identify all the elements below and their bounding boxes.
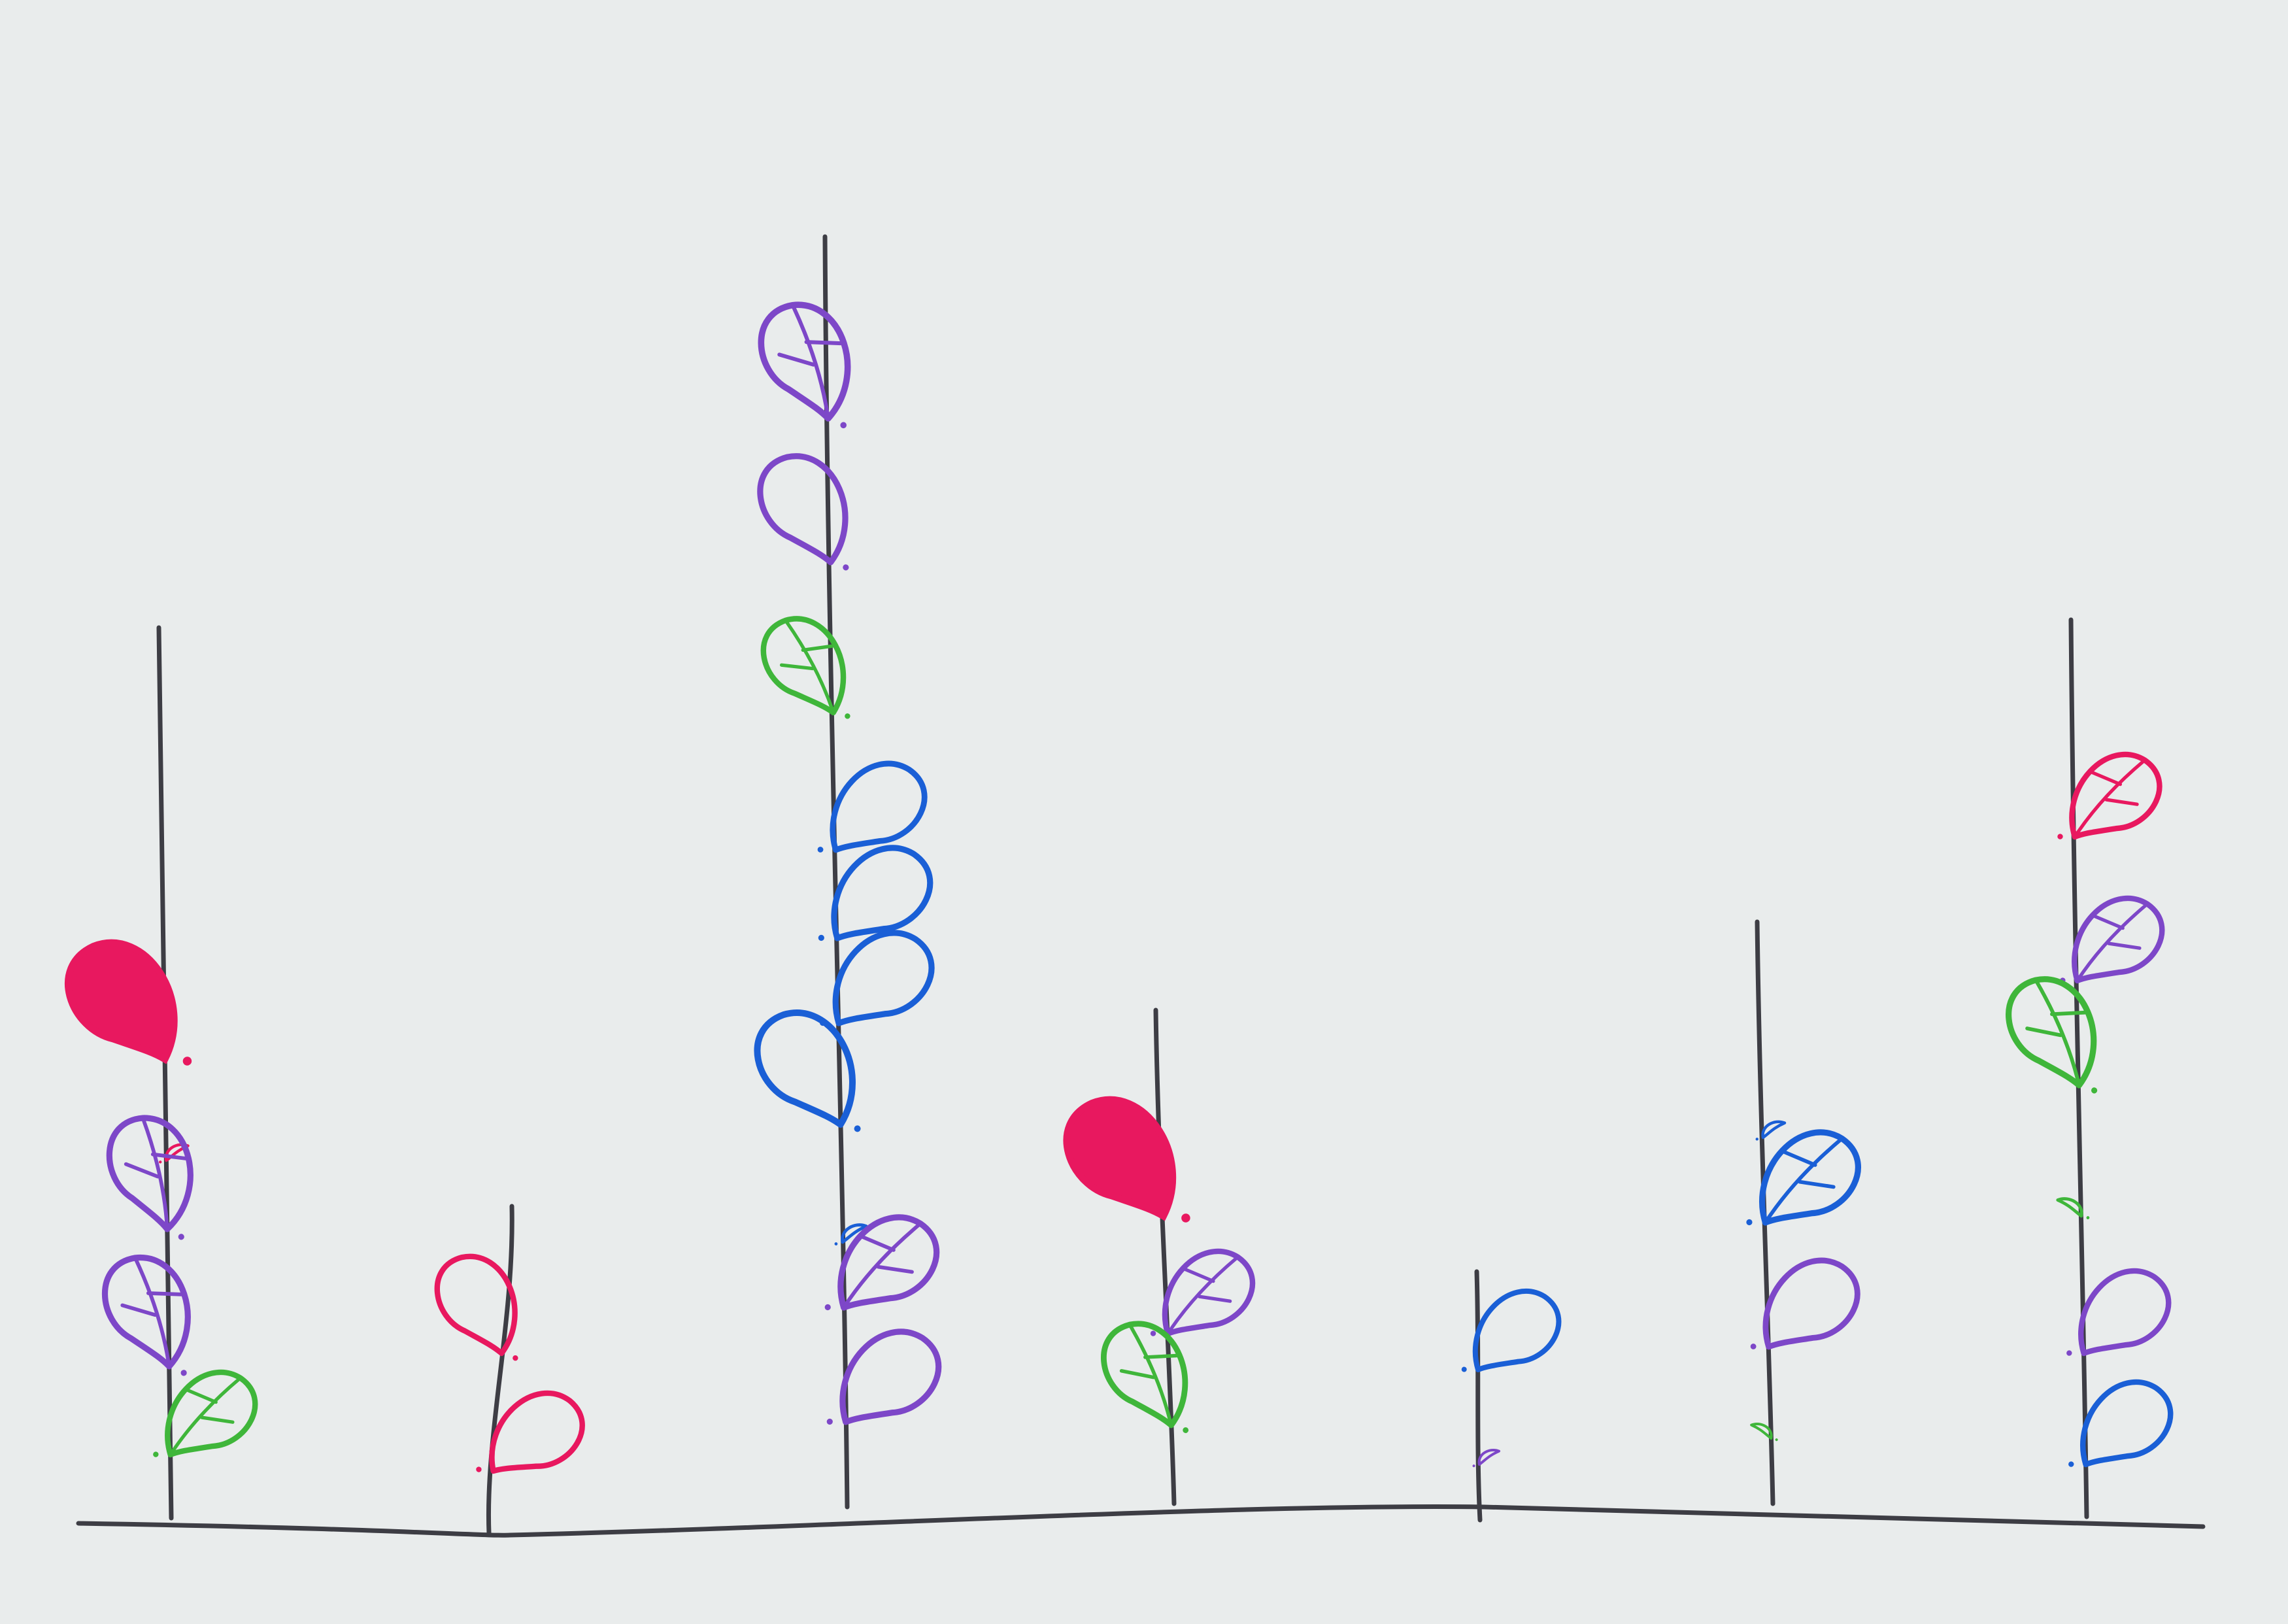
plants-layer bbox=[65, 234, 2174, 1536]
leaf-blue-outline bbox=[1461, 1289, 1562, 1372]
leaf-blue-outline bbox=[817, 760, 928, 853]
leaf-blue-small bbox=[1755, 1120, 1787, 1141]
plant-2 bbox=[434, 1204, 585, 1536]
leaf-purple-outline bbox=[1750, 1257, 1860, 1350]
leaf-purple-veined bbox=[106, 1115, 193, 1240]
leaf-blue-outline bbox=[754, 1009, 861, 1132]
leaf-green-veined bbox=[153, 1369, 258, 1458]
leaf-purple-veined bbox=[824, 1214, 940, 1311]
leaf-purple-outline bbox=[2066, 1268, 2172, 1357]
leaf-magenta-veined bbox=[2057, 751, 2162, 840]
leaf-magenta-filled bbox=[65, 939, 192, 1066]
plant-6 bbox=[1746, 919, 1861, 1506]
leaf-blue-veined bbox=[1746, 1129, 1861, 1226]
plant-7 bbox=[2006, 617, 2174, 1519]
leaf-purple-veined bbox=[758, 301, 851, 429]
leaf-purple-veined bbox=[1150, 1248, 1255, 1337]
leaf-green-veined bbox=[1101, 1321, 1189, 1433]
leaf-purple-veined bbox=[102, 1255, 191, 1376]
leaf-blue-small bbox=[834, 1223, 868, 1245]
ground-line bbox=[76, 1504, 2206, 1538]
plant-5 bbox=[1461, 1269, 1562, 1523]
leaf-green-small bbox=[2056, 1197, 2090, 1219]
leaf-green-veined bbox=[2006, 976, 2098, 1094]
leaf-magenta-outline bbox=[476, 1390, 585, 1474]
leaf-magenta-outline bbox=[434, 1253, 518, 1361]
leaf-purple-veined bbox=[2060, 895, 2165, 984]
plant-stem bbox=[486, 1204, 514, 1536]
leaf-blue-outline bbox=[2068, 1379, 2174, 1468]
plant-1 bbox=[65, 625, 258, 1521]
plant-stem bbox=[1153, 1007, 1177, 1506]
leaf-green-veined bbox=[760, 616, 850, 719]
leaf-green-small bbox=[1750, 1423, 1778, 1442]
plant-stem bbox=[1474, 1269, 1483, 1523]
leaf-purple-outline bbox=[757, 453, 849, 571]
leaf-purple-outline bbox=[826, 1328, 942, 1425]
leaf-magenta-filled bbox=[1063, 1096, 1190, 1223]
plant-4 bbox=[1063, 1007, 1255, 1506]
leaf-blue-outline bbox=[818, 845, 934, 941]
plant-stem bbox=[156, 625, 174, 1521]
plant-3 bbox=[754, 234, 942, 1510]
leaf-purple-small bbox=[1472, 1449, 1501, 1468]
